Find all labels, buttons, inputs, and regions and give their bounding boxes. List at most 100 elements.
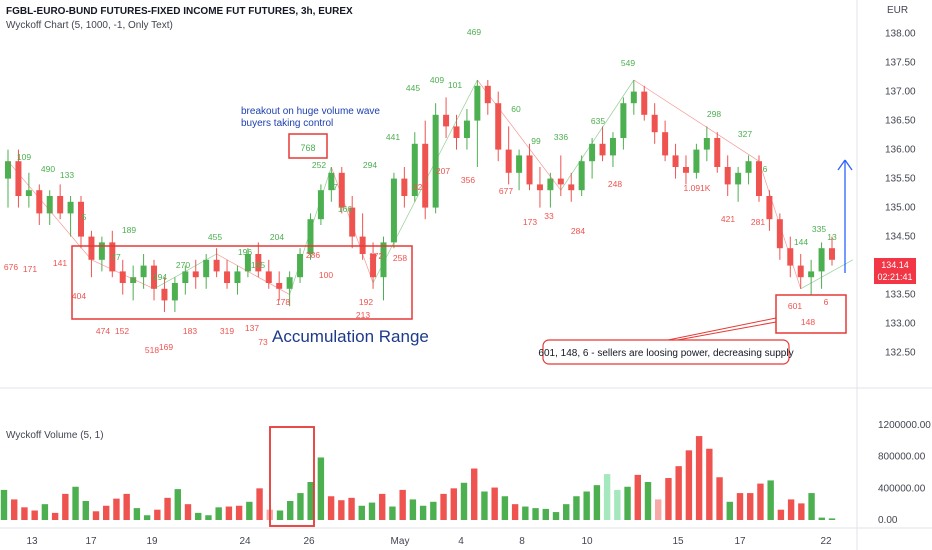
candle-body (526, 155, 533, 185)
volume-bar (31, 510, 38, 520)
volume-bar (174, 489, 181, 520)
price-tick-label: 132.50 (885, 348, 916, 359)
wave-volume-label: 518 (145, 345, 159, 355)
volume-bar (41, 504, 49, 520)
volume-bar (409, 499, 417, 520)
candle-body (265, 271, 272, 283)
candle-body (307, 219, 314, 254)
wave-volume-label: 258 (393, 253, 407, 263)
candle-body (57, 196, 64, 214)
wave-line (91, 259, 155, 290)
wave-volume-label: 137 (245, 323, 259, 333)
wave-volume-label: 13 (827, 232, 837, 242)
candle-body (797, 265, 804, 278)
volume-bar (471, 468, 478, 520)
volume-indicator-label: Wyckoff Volume (5, 1) (6, 430, 104, 441)
volume-bar (757, 483, 764, 520)
candle-body (672, 155, 679, 167)
wave-volume-label: 284 (571, 226, 585, 236)
volume-bar (21, 507, 28, 520)
wave-volume-label: 298 (707, 109, 721, 119)
volume-bar (603, 474, 611, 520)
wave-volume-label: 101 (448, 80, 462, 90)
wave-volume-label: 474 (96, 326, 110, 336)
volume-bar (522, 506, 529, 520)
price-tick-label: 137.50 (885, 58, 916, 69)
volume-bar (747, 493, 754, 520)
volume-bar (481, 491, 488, 520)
candle-body (213, 259, 220, 272)
wave-volume-label: 6 (763, 164, 768, 174)
candle-body (505, 149, 512, 173)
time-tick-label: 13 (26, 536, 38, 547)
candle-body (609, 138, 616, 156)
price-tick-label: 138.00 (885, 29, 916, 40)
volume-bar (133, 508, 141, 520)
indicator-label: Wyckoff Chart (5, 1000, -1, Only Text) (6, 20, 173, 31)
wave-line (372, 79, 478, 284)
price-tick-label: 136.00 (885, 145, 916, 156)
candle-body (67, 201, 74, 214)
wave-volume-label: 189 (122, 225, 136, 235)
candle-body (724, 167, 731, 185)
time-tick-label: 15 (672, 536, 684, 547)
volume-bar (501, 496, 509, 520)
candle-body (46, 196, 53, 214)
volume-tick-label: 0.00 (878, 515, 898, 526)
wave-volume-label: 404 (72, 291, 86, 301)
candle-body (401, 178, 408, 196)
volume-bar (644, 482, 652, 520)
wave-volume-label: 270 (176, 260, 190, 270)
candle-body (224, 271, 231, 283)
wave-line (153, 253, 217, 290)
candle-body (557, 178, 564, 185)
volume-bar (685, 450, 693, 520)
wave-line (633, 79, 760, 162)
wave-volume-label: 196 (238, 247, 252, 257)
candle-body (98, 242, 105, 260)
price-tick-label: 136.50 (885, 116, 916, 127)
candle-body (745, 161, 752, 173)
volume-bar (389, 506, 396, 520)
chart-title: FGBL-EURO-BUND FUTURES-FIXED INCOME FUT … (6, 6, 353, 17)
wave-volume-label: 183 (183, 326, 197, 336)
volume-bar (695, 436, 703, 520)
wave-volume-label: 33 (544, 211, 554, 221)
volume-bar (675, 466, 682, 520)
volume-bar (215, 507, 222, 520)
candle-body (140, 265, 147, 278)
candle-body (829, 248, 835, 260)
wave-volume-label: 133 (60, 170, 74, 180)
wave-volume-label: 601 (788, 301, 802, 311)
volume-bar (235, 505, 243, 520)
candle-body (589, 143, 596, 162)
volume-bar (103, 505, 110, 520)
volume-bar (665, 478, 672, 520)
volume-bar (706, 448, 713, 520)
wave-volume-label: 356 (461, 175, 475, 185)
volume-bar (440, 493, 447, 520)
candle-body (599, 143, 606, 156)
wave-line (7, 160, 92, 261)
breakout-volume-label: 768 (300, 143, 315, 153)
currency-label: EUR (887, 5, 908, 16)
candle-body (578, 161, 585, 191)
volume-bar (205, 515, 212, 520)
accumulation-range-label: Accumulation Range (272, 327, 429, 346)
wave-volume-label: 141 (53, 258, 67, 268)
time-tick-label: 17 (85, 536, 97, 547)
wave-volume-label: 281 (751, 217, 765, 227)
breakout-note-line2: buyers taking control (241, 118, 333, 129)
wave-volume-label: 204 (270, 232, 284, 242)
candle-body (776, 219, 783, 249)
wave-line (216, 253, 290, 295)
volume-bar (256, 488, 263, 520)
wave-volume-label: 192 (359, 297, 373, 307)
callout-pointer (671, 321, 777, 342)
volume-bar (246, 501, 253, 520)
volume-bar (0, 489, 8, 520)
volume-bar (716, 477, 723, 520)
wave-volume-label: 549 (621, 58, 635, 68)
candle-body (119, 271, 126, 283)
wave-volume-label: 455 (208, 232, 222, 242)
